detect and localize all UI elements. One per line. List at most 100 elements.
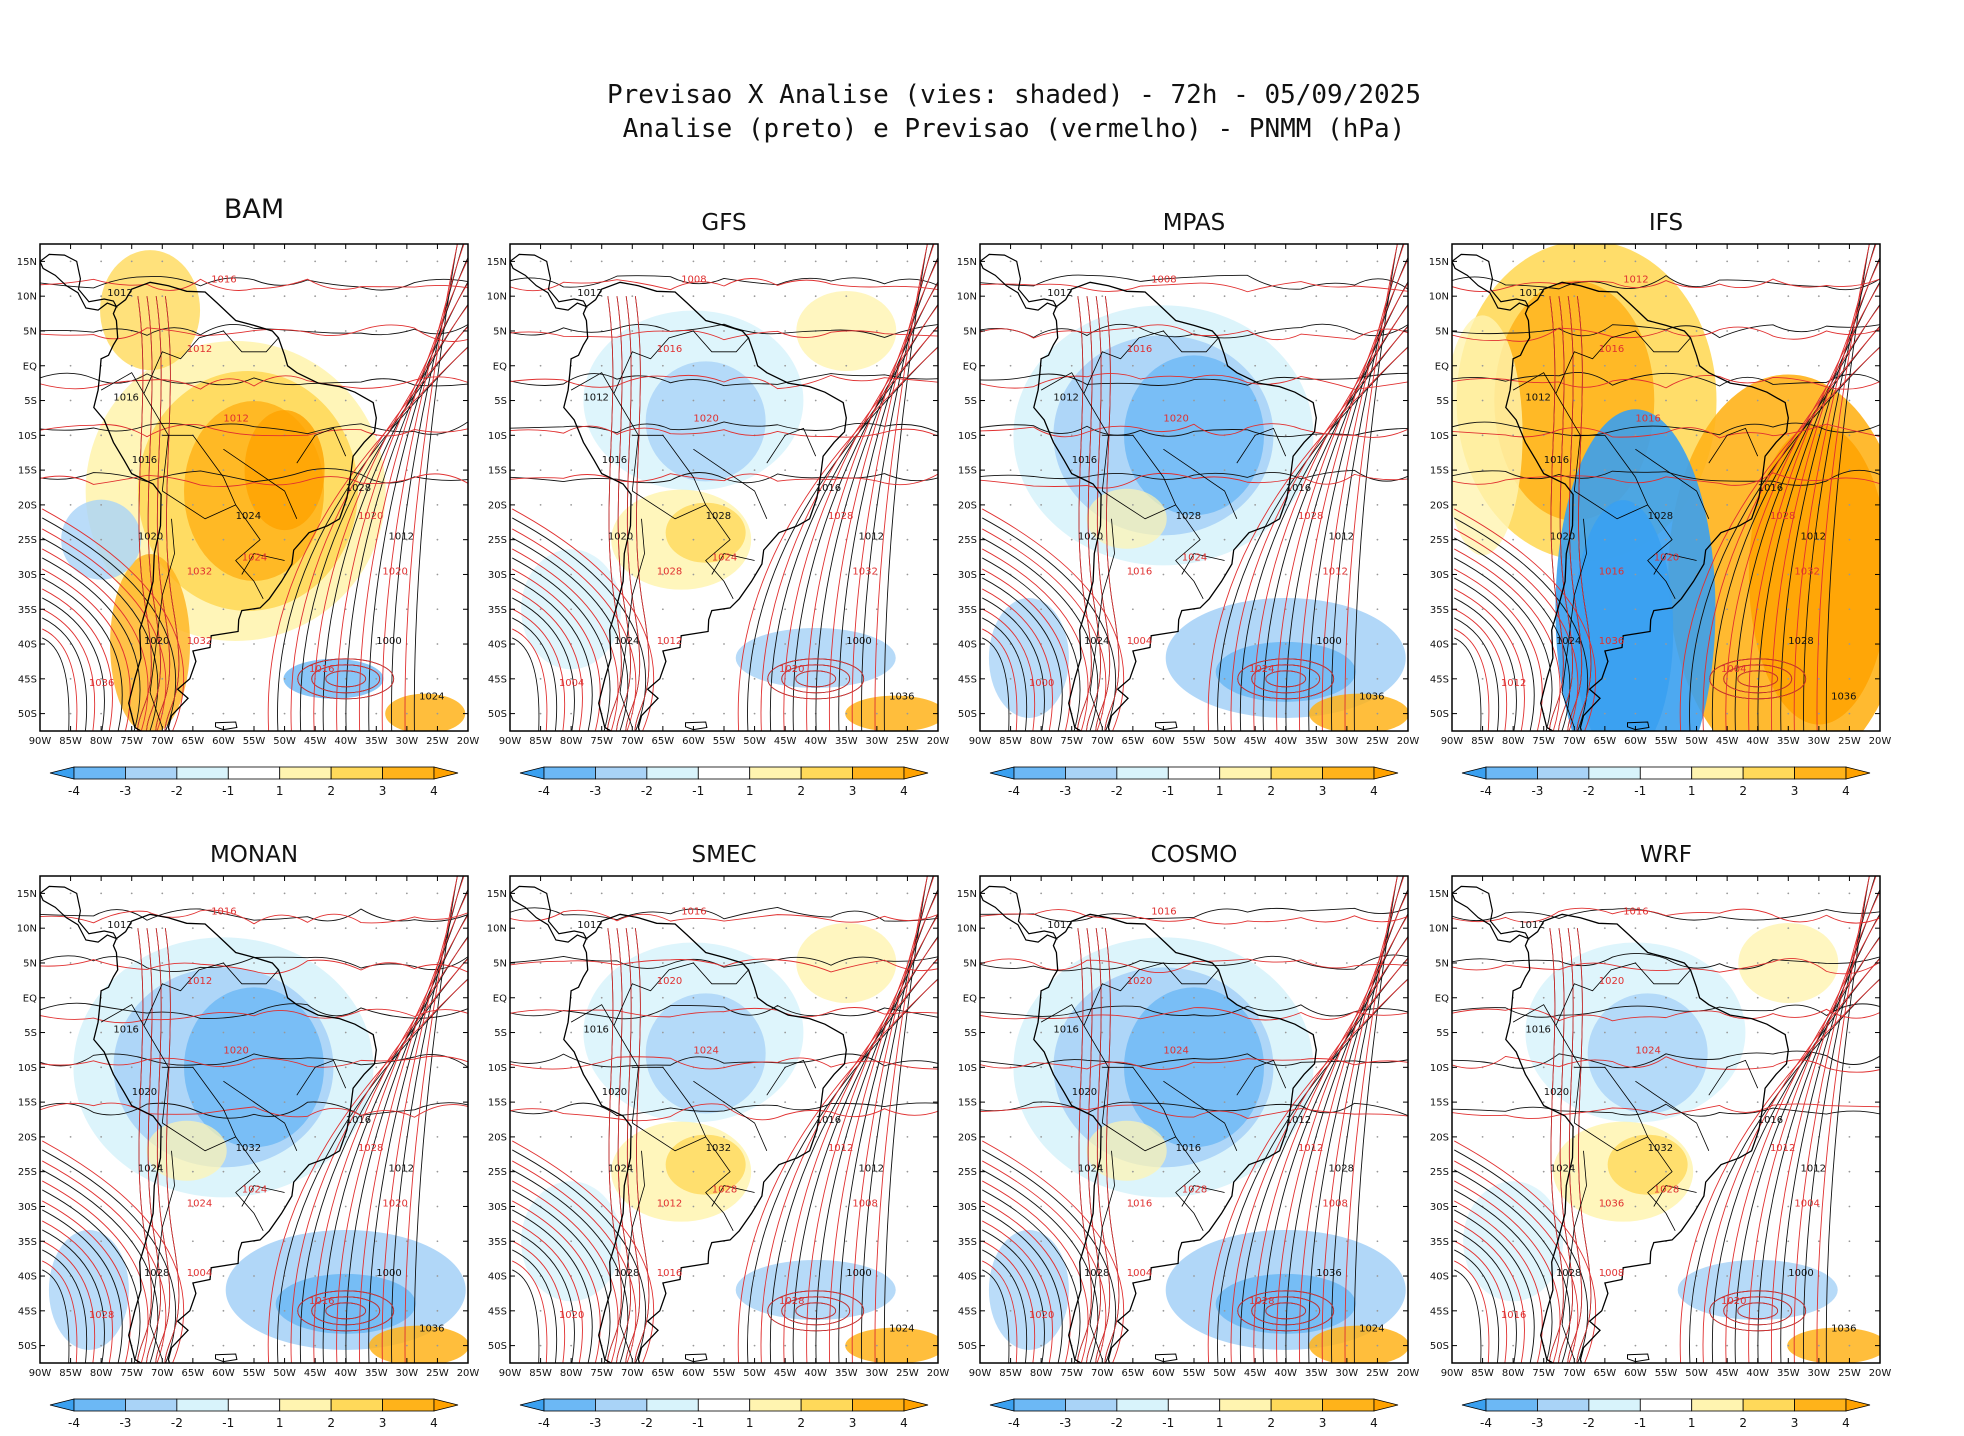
colorbar-segment bbox=[1116, 1398, 1169, 1412]
lat-tick-label: EQ bbox=[1435, 361, 1449, 372]
analysis-isobar-label: 1016 bbox=[1072, 455, 1097, 466]
grid-dot bbox=[1512, 573, 1515, 576]
lat-tick-label: 20S bbox=[1430, 1132, 1449, 1143]
isobar-line bbox=[980, 472, 1408, 489]
lat-tick-label: 25S bbox=[18, 1167, 37, 1178]
grid-dot bbox=[191, 399, 194, 402]
grid-dot bbox=[1512, 538, 1515, 541]
lon-tick-label: 65W bbox=[1594, 1368, 1617, 1379]
grid-dot bbox=[1162, 1101, 1165, 1104]
grid-dot bbox=[814, 996, 817, 999]
grid-dot bbox=[1223, 892, 1226, 895]
analysis-isobar-label: 1028 bbox=[1556, 1268, 1581, 1279]
lat-tick-label: 40S bbox=[488, 640, 507, 651]
forecast-isobar-label: 1016 bbox=[1151, 906, 1176, 917]
grid-dot bbox=[436, 1344, 439, 1347]
grid-dot bbox=[1695, 677, 1698, 680]
lon-tick-label: 85W bbox=[529, 1368, 552, 1379]
grid-dot bbox=[1756, 1275, 1759, 1277]
grid-dot bbox=[814, 1170, 817, 1173]
grid-dot bbox=[405, 927, 408, 930]
grid-dot bbox=[1070, 1205, 1073, 1208]
grid-dot bbox=[1101, 677, 1104, 680]
colorbar-label: 3 bbox=[1791, 784, 1799, 798]
grid-dot bbox=[1512, 1309, 1515, 1312]
analysis-isobar-label: 1016 bbox=[1544, 455, 1569, 466]
grid-dot bbox=[344, 330, 347, 332]
colorbar-label: -4 bbox=[1480, 1416, 1492, 1430]
grid-dot bbox=[784, 712, 787, 715]
grid-dot bbox=[1634, 1344, 1637, 1347]
grid-dot bbox=[1254, 608, 1257, 611]
isobar-line bbox=[510, 374, 938, 390]
country-border bbox=[1708, 427, 1759, 464]
grid-dot bbox=[1726, 962, 1729, 964]
lon-tick-label: 65W bbox=[652, 736, 675, 747]
grid-dot bbox=[253, 573, 255, 576]
grid-dot bbox=[661, 573, 664, 576]
grid-dot bbox=[69, 538, 72, 541]
grid-dot bbox=[1193, 538, 1195, 541]
isobar-line bbox=[42, 568, 131, 731]
lon-tick-label: 25W bbox=[1838, 1368, 1861, 1379]
analysis-isobar-label: 1020 bbox=[1072, 1087, 1097, 1098]
grid-dot bbox=[661, 962, 664, 964]
grid-dot bbox=[100, 1205, 103, 1208]
grid-dot bbox=[753, 469, 756, 472]
grid-dot bbox=[600, 1066, 603, 1069]
grid-dot bbox=[784, 643, 787, 645]
isobar-line bbox=[1217, 346, 1408, 731]
grid-dot bbox=[1512, 1170, 1515, 1173]
grid-dot bbox=[1131, 1309, 1134, 1312]
grid-dot bbox=[1040, 573, 1043, 576]
lon-tick-label: 25W bbox=[426, 736, 449, 747]
grid-dot bbox=[1695, 469, 1698, 472]
colorbar-segment bbox=[1691, 766, 1744, 780]
falklands-coast bbox=[685, 1353, 708, 1363]
grid-dot bbox=[631, 996, 634, 999]
grid-dot bbox=[130, 677, 133, 680]
panel-title: MPAS bbox=[1163, 210, 1226, 236]
grid-dot bbox=[1193, 1170, 1195, 1173]
grid-dot bbox=[1756, 996, 1759, 999]
lon-tick-label: 30W bbox=[866, 1368, 889, 1379]
lon-tick-label: 30W bbox=[866, 736, 889, 747]
panel-title: IFS bbox=[1649, 210, 1683, 236]
panels-group: 1012101610161020102010241028101210001024… bbox=[17, 194, 1892, 1430]
lat-tick-label: 15N bbox=[957, 257, 977, 268]
analysis-isobar-label: 1012 bbox=[577, 920, 602, 931]
grid-dot bbox=[1665, 677, 1667, 680]
grid-dot bbox=[1223, 364, 1226, 367]
grid-dot bbox=[1131, 538, 1134, 541]
isobar-line bbox=[42, 1200, 131, 1363]
colorbar-segment bbox=[749, 766, 802, 780]
grid-dot bbox=[283, 330, 286, 332]
isobar-line bbox=[1251, 664, 1321, 694]
colorbar-segment bbox=[125, 766, 178, 780]
lon-tick-label: 65W bbox=[182, 1368, 205, 1379]
isobar-line bbox=[1454, 537, 1571, 731]
grid-dot bbox=[1070, 892, 1073, 895]
colorbar-label: -2 bbox=[641, 1416, 653, 1430]
grid-dot bbox=[1665, 643, 1667, 645]
grid-dot bbox=[600, 1135, 603, 1138]
grid-dot bbox=[222, 1205, 225, 1208]
grid-dot bbox=[1848, 1309, 1851, 1312]
grid-dot bbox=[753, 1066, 756, 1069]
grid-dot bbox=[1603, 538, 1606, 541]
grid-dot bbox=[1040, 1031, 1043, 1034]
grid-dot bbox=[1726, 1275, 1729, 1277]
analysis-isobar-label: 1016 bbox=[346, 1115, 371, 1126]
grid-dot bbox=[1223, 1170, 1226, 1173]
grid-dot bbox=[1481, 1344, 1484, 1347]
lon-tick-label: 35W bbox=[365, 1368, 388, 1379]
isobar-line bbox=[851, 244, 935, 731]
grid-dot bbox=[753, 1101, 756, 1104]
grid-dot bbox=[405, 1344, 408, 1347]
lon-tick-label: 90W bbox=[499, 736, 522, 747]
colorbar-segment bbox=[1639, 1398, 1693, 1412]
lon-tick-label: 55W bbox=[713, 736, 736, 747]
grid-dot bbox=[1040, 1205, 1043, 1208]
grid-dot bbox=[1193, 1031, 1195, 1034]
grid-dot bbox=[1817, 608, 1820, 611]
